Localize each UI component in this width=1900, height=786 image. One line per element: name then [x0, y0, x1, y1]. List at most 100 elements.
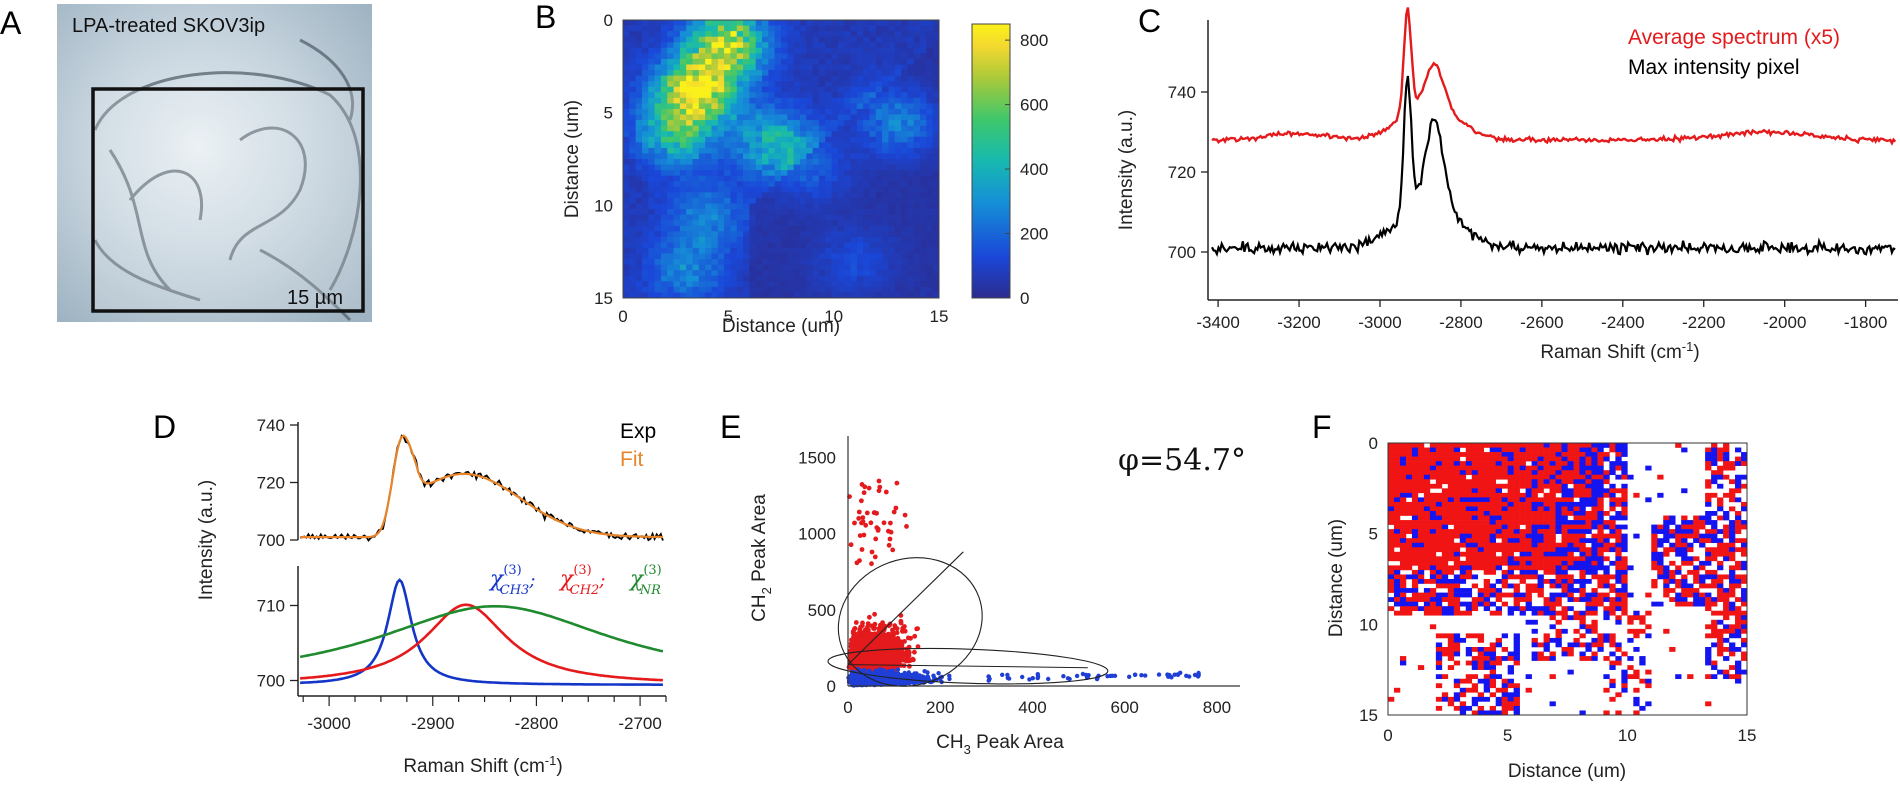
heatmap-cell [863, 42, 870, 49]
heatmap-cell [806, 47, 813, 54]
heatmap-cell [812, 81, 820, 88]
heatmap-cell [755, 147, 763, 154]
heatmap-cell [787, 170, 795, 177]
heatmap-cell [844, 175, 851, 182]
heatmap-cell [768, 64, 776, 71]
heatmap-cell [717, 47, 725, 54]
heatmap-cell [762, 103, 769, 110]
heatmap-cell [730, 286, 738, 293]
heatmap-cell [692, 142, 700, 149]
heatmap-cell [673, 136, 681, 143]
heatmap-cell [920, 214, 927, 221]
heatmap-cell [863, 247, 870, 254]
heatmap-cell [711, 75, 719, 82]
heatmap-cell [932, 197, 940, 204]
heatmap-cell [673, 253, 681, 260]
heatmap-cell [844, 203, 851, 210]
heatmap-cell [913, 114, 921, 121]
heatmap-cell [698, 120, 706, 127]
heatmap-cell [629, 231, 637, 238]
panel-d-xtick: -2800 [515, 714, 558, 733]
heatmap-cell [901, 25, 908, 32]
heatmap-cell [762, 164, 769, 171]
heatmap-cell [850, 275, 858, 282]
heatmap-cell [743, 47, 750, 54]
heatmap-cell [818, 36, 826, 43]
heatmap-cell [774, 42, 782, 49]
heatmap-cell [654, 86, 662, 93]
heatmap-cell [717, 53, 725, 60]
heatmap-cell [698, 159, 706, 165]
heatmap-cell [894, 31, 902, 38]
heatmap-cell [812, 47, 820, 54]
heatmap-cell [812, 114, 820, 121]
heatmap-cell [837, 170, 845, 177]
heatmap-cell [743, 114, 750, 121]
heatmap-cell [863, 114, 870, 121]
heatmap-cell [806, 247, 813, 254]
heatmap-cell [774, 253, 782, 260]
heatmap-cell [799, 120, 807, 127]
heatmap-cell [850, 231, 858, 238]
heatmap-cell [667, 247, 674, 254]
heatmap-cell [844, 286, 851, 293]
heatmap-cell [926, 86, 934, 93]
heatmap-cell [831, 58, 839, 65]
heatmap-cell [698, 253, 706, 260]
heatmap-cell [641, 136, 649, 143]
heatmap-cell [907, 103, 915, 110]
heatmap-cell [932, 20, 940, 26]
heatmap-cell [882, 81, 889, 88]
heatmap-cell [743, 153, 750, 160]
heatmap-cell [812, 164, 820, 171]
heatmap-cell [755, 25, 763, 32]
heatmap-cell [907, 264, 915, 271]
heatmap-cell [844, 192, 851, 199]
heatmap-cell [717, 153, 725, 160]
heatmap-cell [869, 153, 877, 160]
heatmap-cell [724, 159, 731, 165]
heatmap-cell [894, 286, 902, 293]
heatmap-cell [724, 103, 731, 110]
heatmap-cell [901, 186, 908, 193]
heatmap-cell [654, 170, 662, 177]
heatmap-cell [863, 259, 870, 266]
ch3-point [1027, 677, 1032, 682]
heatmap-cell [686, 253, 693, 260]
panel-c-ytick: 740 [1168, 83, 1196, 102]
heatmap-cell [673, 203, 681, 210]
ch2-point [892, 625, 898, 630]
heatmap-cell [743, 125, 750, 132]
heatmap-cell [635, 31, 643, 38]
heatmap-cell [837, 81, 845, 88]
heatmap-cell [692, 136, 700, 143]
heatmap-cell [736, 270, 744, 277]
heatmap-cell [875, 192, 883, 199]
heatmap-cell [705, 20, 712, 26]
heatmap-cell [698, 70, 706, 76]
heatmap-cell [698, 192, 706, 199]
heatmap-cell [907, 86, 915, 93]
heatmap-cell [781, 175, 788, 182]
heatmap-cell [793, 97, 801, 104]
heatmap-cell [812, 259, 820, 266]
heatmap-cell [787, 164, 795, 171]
heatmap-cell [901, 31, 908, 38]
heatmap-cell [736, 136, 744, 143]
panel-d-xtick: -2900 [411, 714, 454, 733]
heatmap-cell [818, 170, 826, 177]
ch2-point [905, 635, 911, 641]
heatmap-cell [869, 20, 877, 26]
heatmap-cell [825, 36, 832, 43]
ch3-point [906, 670, 911, 675]
heatmap-cell [920, 181, 927, 188]
heatmap-cell [724, 259, 731, 266]
ch2-point [894, 480, 900, 486]
heatmap-cell [641, 214, 649, 221]
ch2-point [867, 640, 873, 645]
heatmap-cell [755, 20, 763, 26]
heatmap-cell [749, 108, 757, 115]
heatmap-cell [882, 125, 889, 132]
heatmap-cell [863, 142, 870, 149]
heatmap-cell [711, 114, 719, 121]
